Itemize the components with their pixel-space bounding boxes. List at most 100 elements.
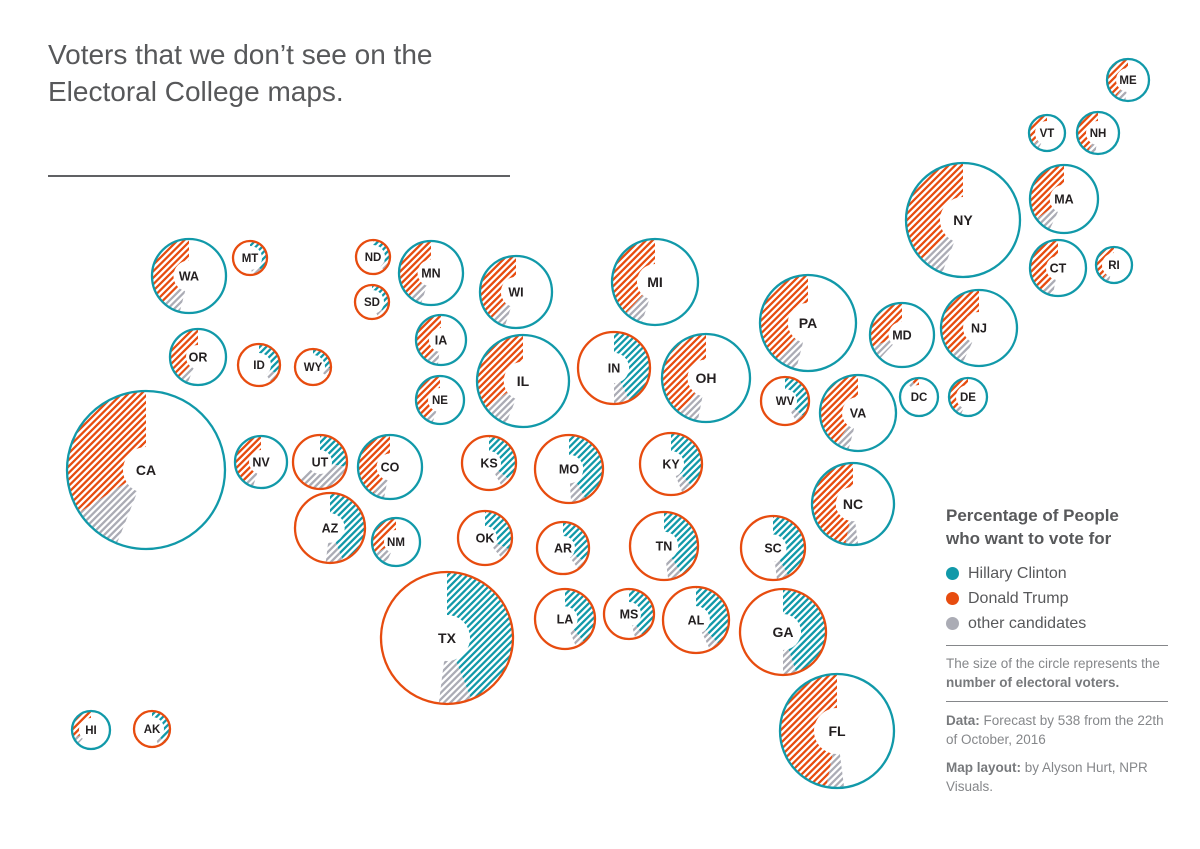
trump-share-slice xyxy=(760,275,808,360)
state-pie-MS: MS xyxy=(602,587,656,641)
winner-outline xyxy=(460,434,518,492)
state-pie-NH: NH xyxy=(1075,110,1121,156)
legend-heading: Percentage of People who want to vote fo… xyxy=(946,504,1170,550)
state-label: NC xyxy=(843,496,863,512)
state-label: MN xyxy=(421,266,440,280)
winner-outline xyxy=(533,587,597,651)
state-label: NE xyxy=(432,395,448,407)
winner-outline xyxy=(1105,57,1151,103)
state-pie-ME: ME xyxy=(1105,57,1151,103)
state-label: ME xyxy=(1119,75,1137,87)
winner-outline xyxy=(818,373,898,453)
trump-share-slice xyxy=(611,239,655,314)
state-pie-CO: CO xyxy=(356,433,424,501)
state-pie-MO: MO xyxy=(533,433,605,505)
winner-outline xyxy=(379,570,515,706)
data-credit-text: Forecast by 538 from the 22th of October… xyxy=(946,713,1164,747)
label-backdrop xyxy=(764,613,802,651)
legend-divider-bottom xyxy=(946,701,1168,702)
state-label: GA xyxy=(773,624,794,640)
label-backdrop xyxy=(428,388,452,412)
state-pie-NJ: NJ xyxy=(939,288,1019,368)
state-label: IN xyxy=(608,361,621,375)
state-pie-WA: WA xyxy=(150,237,228,315)
state-pie-WI: WI xyxy=(478,254,554,330)
state-pie-ID: ID xyxy=(236,342,282,388)
state-pie-AR: AR xyxy=(535,520,591,576)
state-label: NY xyxy=(953,212,973,228)
clinton-share-slice xyxy=(447,572,514,700)
other-share-slice xyxy=(826,731,845,788)
label-backdrop xyxy=(315,513,345,543)
state-pie-MN: MN xyxy=(397,239,465,307)
state-pie-MT: MT xyxy=(231,239,269,277)
label-backdrop xyxy=(79,718,103,742)
winner-outline xyxy=(233,434,289,490)
state-label: AZ xyxy=(322,521,339,535)
other-dot-icon xyxy=(946,617,959,630)
state-label: TN xyxy=(656,539,673,553)
winner-outline xyxy=(660,332,752,424)
trump-share-slice xyxy=(357,435,390,495)
clinton-share-slice xyxy=(489,436,516,481)
state-pie-SD: SD xyxy=(353,283,391,321)
winner-outline xyxy=(293,491,367,565)
label-backdrop xyxy=(417,259,445,287)
trump-share-slice xyxy=(661,334,706,414)
state-pie-IL: IL xyxy=(475,333,571,429)
label-backdrop xyxy=(552,606,578,632)
label-backdrop xyxy=(1035,121,1059,145)
state-pie-IN: IN xyxy=(576,330,652,406)
label-backdrop xyxy=(123,447,169,493)
label-backdrop xyxy=(940,197,986,243)
state-label: AK xyxy=(144,724,161,736)
label-backdrop xyxy=(551,536,575,560)
data-credit-label: Data: xyxy=(946,713,980,728)
trump-share-slice xyxy=(67,391,146,513)
label-backdrop xyxy=(649,531,679,561)
state-pie-HI: HI xyxy=(70,709,112,751)
state-pie-MD: MD xyxy=(868,301,936,369)
label-backdrop xyxy=(238,246,262,270)
trump-share-slice xyxy=(398,241,431,297)
winner-outline xyxy=(354,238,392,276)
winner-outline xyxy=(628,510,700,582)
state-label: MD xyxy=(892,328,911,342)
state-label: KY xyxy=(662,457,680,471)
legend-items: Hillary Clinton Donald Trump other candi… xyxy=(946,561,1170,636)
state-pie-MI: MI xyxy=(610,237,700,327)
label-backdrop xyxy=(956,385,980,409)
state-pie-IA: IA xyxy=(414,313,468,367)
state-pie-RI: RI xyxy=(1094,245,1134,285)
trump-share-slice xyxy=(1030,165,1064,219)
legend-item-label: other candidates xyxy=(968,614,1087,632)
winner-outline xyxy=(293,347,333,387)
clinton-share-slice xyxy=(569,435,603,499)
winner-outline xyxy=(70,709,112,751)
state-label: IL xyxy=(517,373,530,389)
label-backdrop xyxy=(759,534,787,562)
label-backdrop xyxy=(247,353,271,377)
label-backdrop xyxy=(554,454,584,484)
state-pie-TN: TN xyxy=(628,510,700,582)
winner-outline xyxy=(810,461,896,547)
state-label: SD xyxy=(364,297,380,309)
label-backdrop xyxy=(500,276,532,308)
other-share-slice xyxy=(299,462,347,489)
state-label: WV xyxy=(776,396,795,408)
state-pie-NE: NE xyxy=(414,374,466,426)
state-pie-ND: ND xyxy=(354,238,392,276)
state-pie-AL: AL xyxy=(661,585,731,655)
state-pie-MA: MA xyxy=(1028,163,1100,235)
label-backdrop xyxy=(1086,121,1110,145)
legend-heading-line1: Percentage of People xyxy=(946,506,1119,525)
trump-share-slice xyxy=(780,674,837,787)
trump-share-slice xyxy=(1030,240,1058,292)
state-pie-CT: CT xyxy=(1028,238,1088,298)
state-label: KS xyxy=(480,456,497,470)
state-label: MA xyxy=(1054,192,1073,206)
state-label: FL xyxy=(828,723,846,739)
winner-outline xyxy=(535,520,591,576)
label-backdrop xyxy=(249,450,273,474)
